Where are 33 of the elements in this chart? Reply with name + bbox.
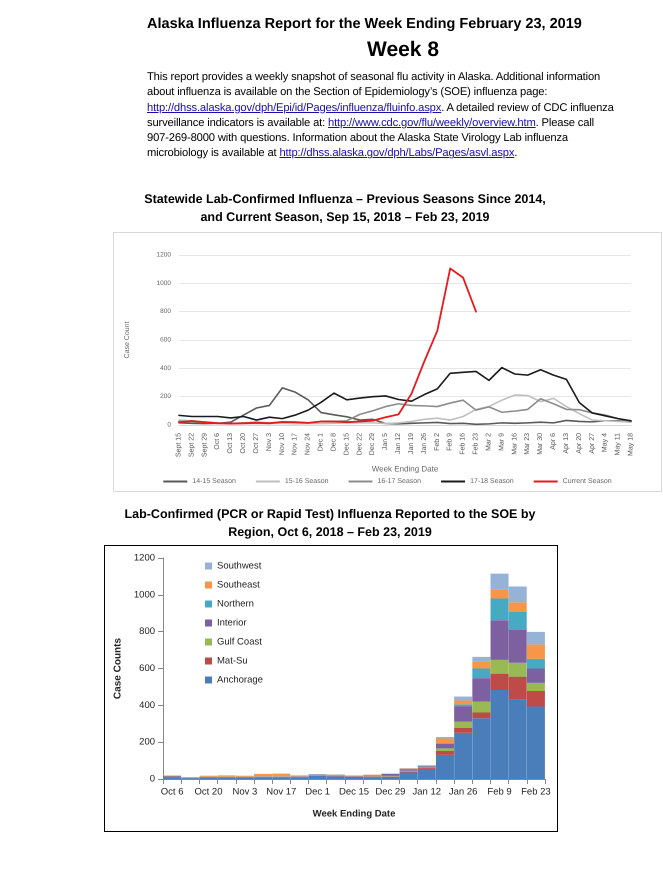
y-tick-label: 600 bbox=[139, 663, 156, 674]
legend-label: Mat-Su bbox=[217, 656, 248, 666]
text: Alaska Influenza Report for the Week Ending February 23, 2019 bbox=[147, 16, 583, 32]
x-tick-label: Dec 15 bbox=[338, 786, 370, 798]
y-tick-label: 1000 bbox=[134, 589, 156, 600]
legend-label: Southeast bbox=[217, 580, 260, 590]
x-tick-label: Oct 20 bbox=[194, 786, 223, 798]
y-tick-label: 1200 bbox=[134, 552, 156, 564]
x-tick-label: Dec 29 bbox=[375, 786, 406, 798]
text: This report provides a weekly snapshot of seasonal flu activity in Alaska. Additional information about influenza is available on the Section of Epidemiology’s (SOE) influenza page: http://dhss.alaska.gov/dph/Epi/id/Pages/influenza/fluinfo.aspx. A detailed review of CDC influenza surveillance indicators is available at: http://www.cdc.gov/flu/weekly/overview.htm. Please call 907-269-8000 with questions. Information about the Alaska State Virology Lab influenza microbiology is available at http://dhss.alaska.gov/dph/Labs/Pages/asvl.aspx. bbox=[147, 71, 614, 160]
x-tick-label: Nov 17 bbox=[266, 786, 296, 798]
legend-label: Northern bbox=[217, 598, 254, 610]
x-tick-label: Feb 9 bbox=[487, 786, 512, 798]
legend-label: Southwest bbox=[217, 560, 262, 572]
y-tick-label: 400 bbox=[139, 700, 156, 711]
x-tick-label: Feb 23 bbox=[521, 786, 551, 798]
x-tick-label: Jan 12 bbox=[412, 786, 442, 798]
x-tick-label: Dec 1 bbox=[305, 786, 330, 798]
x-axis-title: Week Ending Date bbox=[372, 464, 439, 474]
chart-title: Lab-Confirmed (PCR or Rapid Test) Influenza Reported to the SOE by Region, Oct 6, 2018 – Feb 23, 2019 bbox=[124, 506, 536, 541]
x-axis-title: Week Ending Date bbox=[312, 808, 396, 820]
legend-label: Interior bbox=[217, 618, 247, 628]
y-tick-label: 800 bbox=[139, 626, 156, 638]
y-axis-title: Case Counts bbox=[112, 638, 124, 700]
chart-title: Statewide Lab-Confirmed Influenza – Previous Seasons Since 2014, and Current Season, Sep 15, 2018 – Feb 23, 2019 bbox=[143, 191, 547, 226]
x-tick-label: Nov 3 bbox=[232, 786, 258, 798]
legend-label: Anchorage bbox=[217, 674, 263, 686]
x-tick-label: Oct 6 bbox=[160, 786, 184, 798]
y-tick-label: 0 bbox=[150, 774, 156, 784]
text: Week 8 bbox=[366, 38, 440, 62]
y-tick-label: 200 bbox=[139, 736, 156, 748]
x-tick-label: Jan 26 bbox=[448, 786, 478, 798]
legend-label: Gulf Coast bbox=[217, 636, 262, 648]
